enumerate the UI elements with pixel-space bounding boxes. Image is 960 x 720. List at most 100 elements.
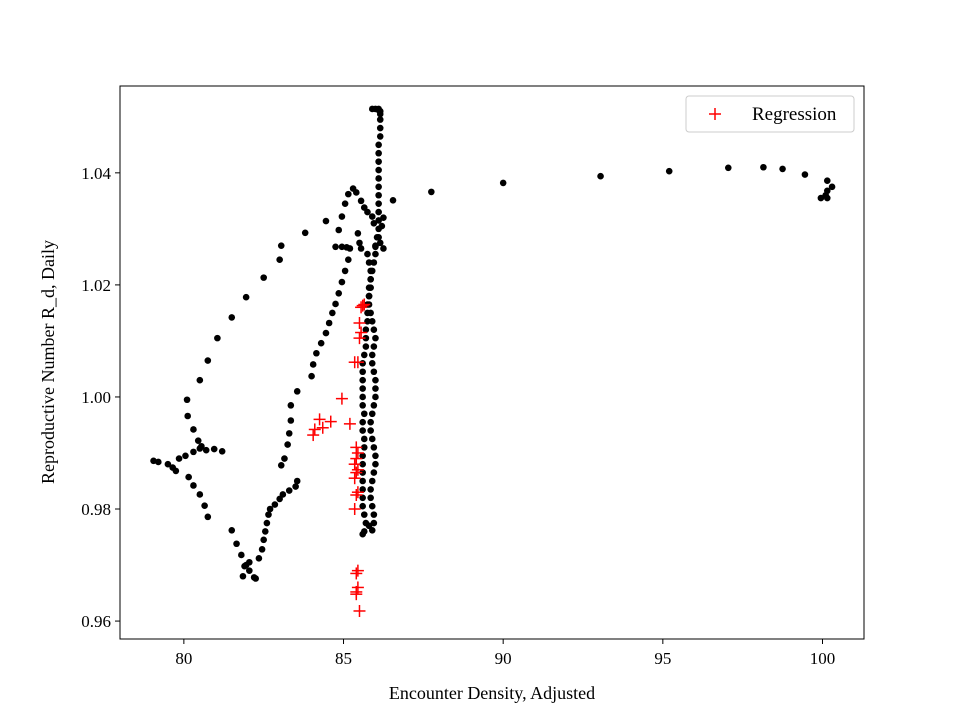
regression-point [355,301,368,314]
observed-point [359,452,366,460]
observed-point [375,166,382,174]
observed-point [155,458,162,466]
observed-point [375,200,382,207]
observed-point [724,164,732,172]
observed-point [356,239,363,247]
observed-point [359,502,366,510]
observed-point [322,329,330,337]
observed-point [196,376,204,384]
observed-point [345,190,352,198]
legend: Regression [685,95,855,133]
regression-point [348,472,361,485]
observed-point [817,194,825,202]
observed-point [368,267,376,275]
regression-series [307,298,371,617]
observed-point [184,412,191,420]
observed-point [370,326,378,334]
observed-point [332,243,339,251]
observed-point [190,482,197,489]
x-axis-label: Encounter Density, Adjusted [389,683,595,703]
observed-point [365,292,373,300]
observed-point [308,372,315,380]
observed-point [370,259,378,266]
observed-point [164,460,172,468]
observed-point [360,435,368,443]
observed-point [372,393,379,401]
observed-point [214,334,221,342]
observed-point [228,314,236,321]
observed-point [376,107,384,115]
observed-point [204,357,212,364]
observed-point [375,158,382,165]
observed-point [362,343,370,350]
legend-plus-marker [709,108,721,120]
observed-point [202,446,210,454]
observed-point [277,462,285,469]
observed-point [365,259,373,266]
observed-point [375,233,382,241]
observed-point [239,572,247,580]
observed-point [376,133,384,140]
observed-point [375,191,382,199]
observed-point [359,477,366,485]
observed-point [258,546,266,553]
observed-point [375,141,382,149]
observed-point [367,275,374,283]
observed-point [281,455,288,462]
observed-point [218,448,226,455]
y-tick-label: 0.96 [81,612,111,631]
observed-point [370,511,378,518]
observed-point [368,410,376,418]
observed-point [372,460,379,468]
observed-point [359,360,366,367]
observed-point [357,197,365,205]
y-tick-label: 0.98 [81,500,111,519]
observed-point [242,293,250,301]
observed-point [359,385,366,392]
observed-point [370,402,378,409]
observed-point [285,487,293,494]
observed-point [368,477,376,485]
observed-point [322,217,330,225]
regression-point [353,317,366,329]
observed-point [359,393,366,401]
observed-point [359,494,366,502]
observed-point [372,385,379,392]
observed-point [285,430,293,437]
observed-point [346,245,354,252]
observed-point [313,349,320,357]
observed-point [335,290,343,297]
regression-point [348,503,361,516]
observed-point [335,226,343,234]
observed-point [370,343,378,350]
x-tick-label: 85 [335,649,352,668]
regression-point [358,298,371,311]
observed-point [364,208,371,216]
observed-point [362,519,370,527]
observed-point [293,477,301,485]
observed-point [359,469,366,476]
regression-point [350,567,363,580]
observed-point [360,511,368,518]
x-tick-label: 100 [810,649,836,668]
regression-point [353,604,366,617]
regression-point [350,489,363,502]
observed-point [375,175,382,182]
observed-point [359,368,366,376]
observed-point [823,177,831,184]
observed-point [352,189,360,196]
observed-point [271,501,279,508]
regression-point [350,441,363,454]
observed-point [779,165,786,173]
observed-point [428,188,435,196]
observed-point [359,460,366,468]
observed-point [499,179,507,187]
observed-point [293,388,301,395]
regression-point [343,417,356,430]
regression-point [351,463,364,476]
regression-point [355,326,368,339]
observed-point [370,519,378,527]
observed-point [287,417,295,424]
legend-box [685,95,855,133]
